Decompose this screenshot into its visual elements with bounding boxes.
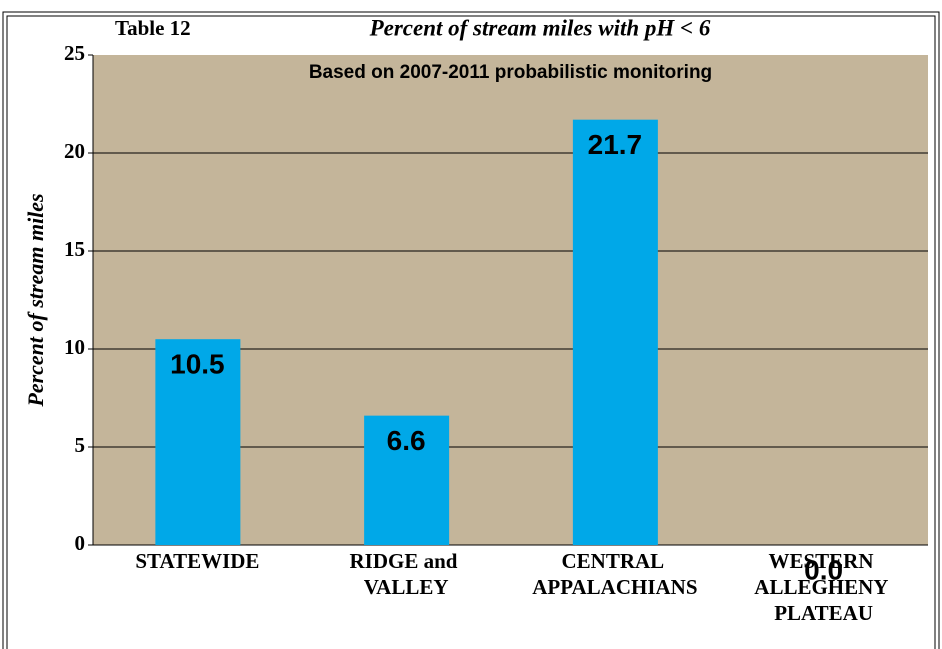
frame — [2, 11, 940, 649]
x-tick-label: STATEWIDE — [135, 549, 259, 573]
y-tick-label: 0 — [75, 531, 86, 555]
x-tick-label: RIDGE and VALLEY — [350, 549, 463, 599]
value-label: 6.6 — [387, 425, 426, 456]
bar — [572, 119, 658, 546]
x-tick-label: CENTRAL APPALACHIANS — [532, 549, 697, 599]
y-tick-label: 25 — [64, 41, 85, 65]
value-label: 0.0 — [804, 554, 843, 585]
value-label: 21.7 — [588, 129, 643, 160]
value-label: 10.5 — [170, 349, 225, 380]
y-axis-label: Percent of stream miles — [23, 193, 48, 407]
chart-title: Percent of stream miles with pH < 6 — [369, 15, 711, 40]
y-tick-label: 15 — [64, 237, 85, 261]
table-label: Table 12 — [115, 16, 191, 40]
y-tick-label: 10 — [64, 335, 85, 359]
y-tick-label: 20 — [64, 139, 85, 163]
bar — [364, 415, 450, 545]
bar — [155, 339, 241, 545]
y-tick-label: 5 — [75, 433, 86, 457]
frame-inner — [6, 15, 936, 649]
x-tick-label: WESTERN ALLEGHENY PLATEAU — [754, 549, 893, 625]
subtitle: Based on 2007-2011 probabilistic monitor… — [309, 62, 712, 83]
